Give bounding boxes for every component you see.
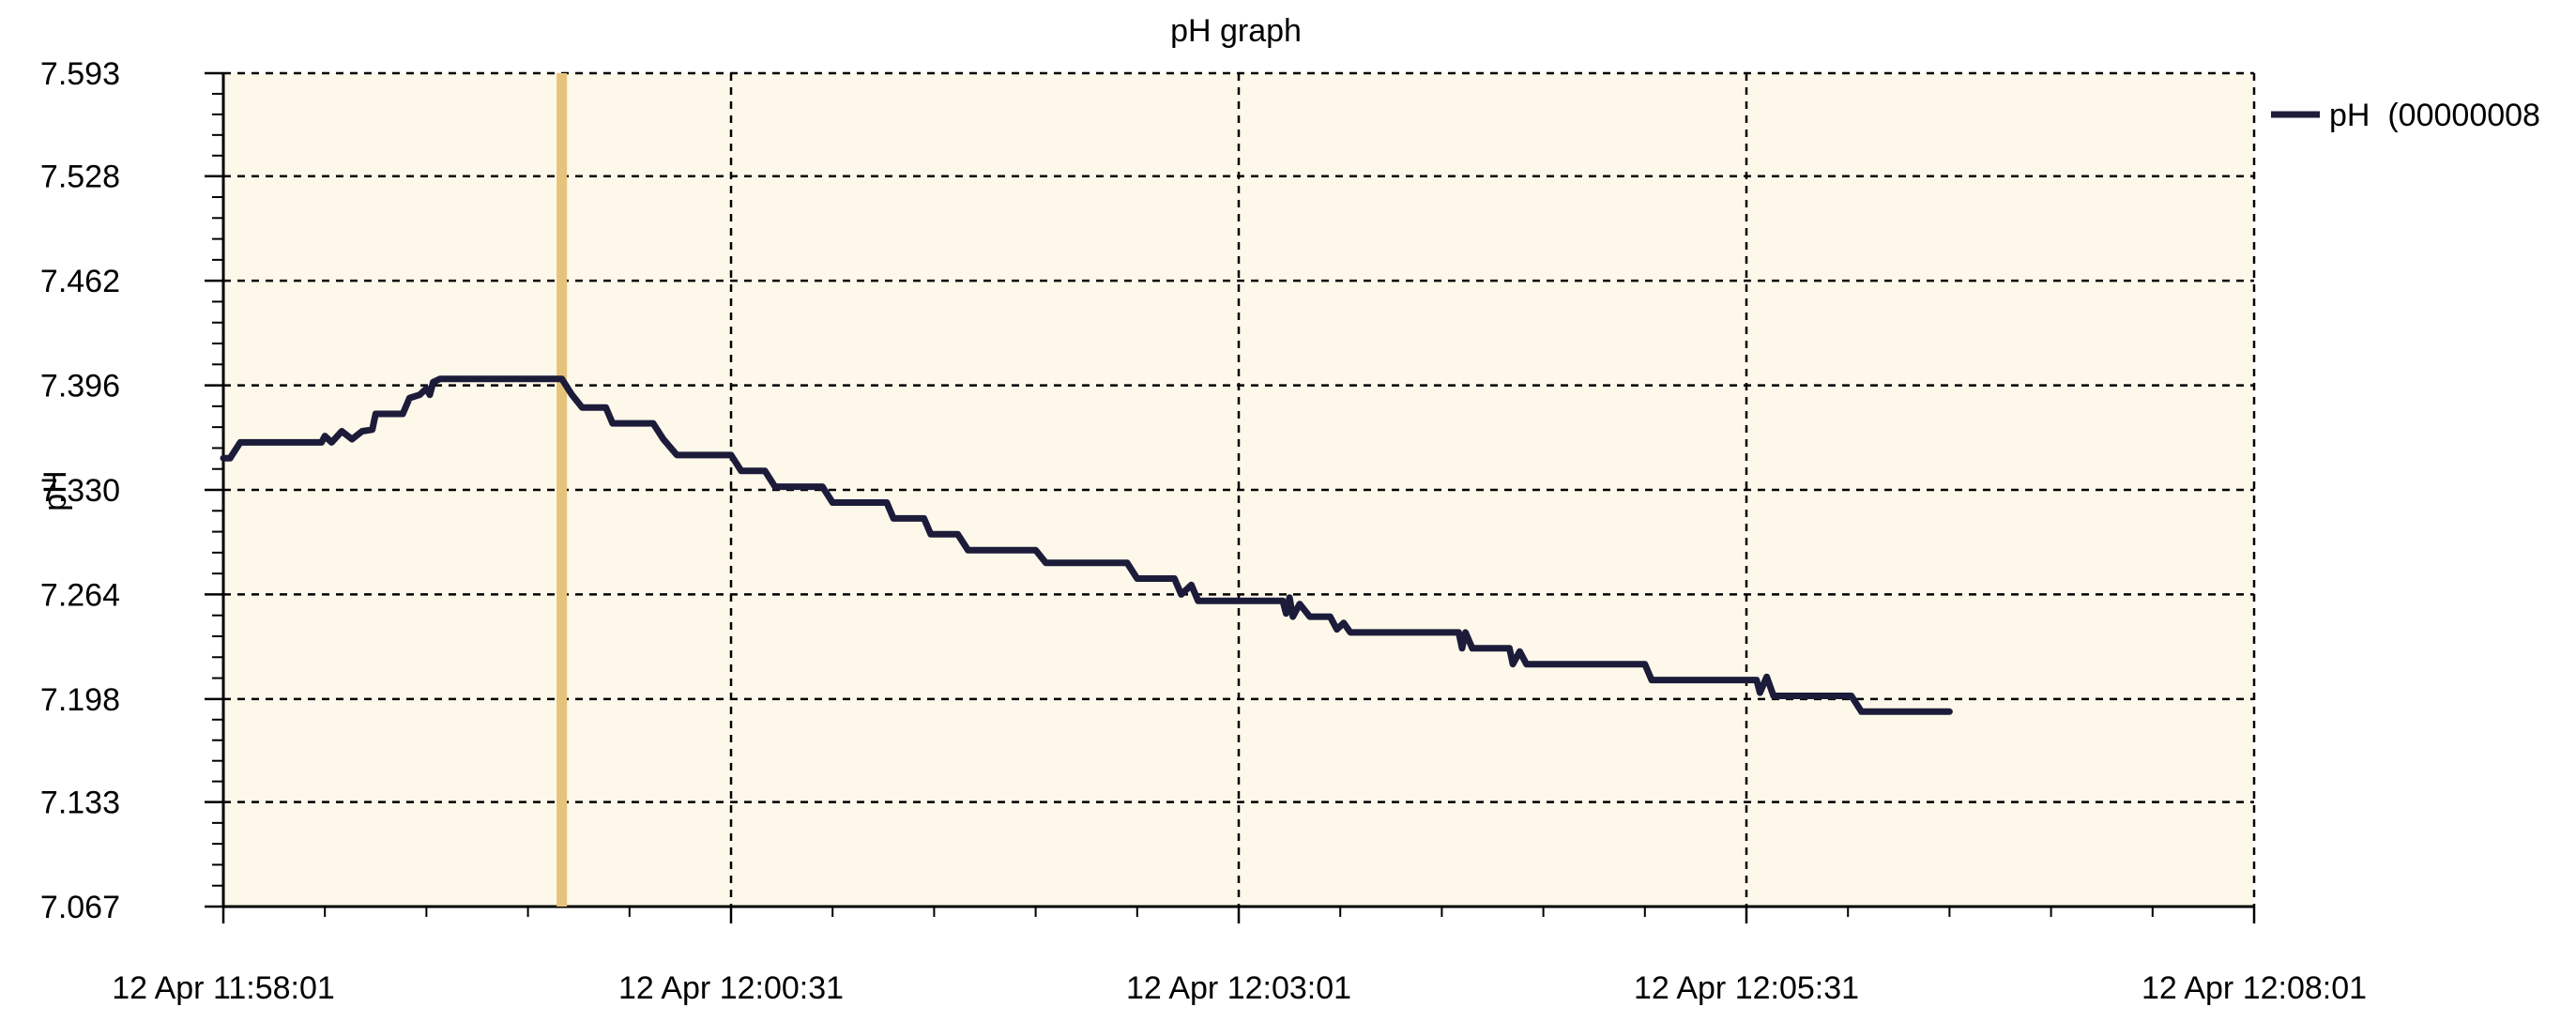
x-tick-label: 12 Apr 12:03:01 bbox=[1126, 970, 1351, 1006]
y-tick-label: 7.462 bbox=[40, 264, 120, 299]
y-tick-label: 7.593 bbox=[40, 56, 120, 92]
y-tick-label: 7.528 bbox=[40, 160, 120, 195]
y-tick-label: 7.198 bbox=[40, 682, 120, 718]
x-tick-label: 12 Apr 12:08:01 bbox=[2142, 970, 2367, 1006]
y-tick-label: 7.067 bbox=[40, 890, 120, 925]
y-tick-label: 7.330 bbox=[40, 473, 120, 509]
y-tick-label: 7.133 bbox=[40, 786, 120, 821]
legend-label-ph: pH (00000008 bbox=[2329, 98, 2540, 133]
legend: pH (00000008 bbox=[2271, 98, 2540, 133]
series-line-ph bbox=[220, 375, 1953, 715]
x-tick-label: 12 Apr 12:00:31 bbox=[618, 970, 844, 1006]
y-axis-label: pH bbox=[38, 470, 73, 511]
chart-title: pH graph bbox=[1170, 13, 1302, 49]
x-tick-label: 12 Apr 12:05:31 bbox=[1634, 970, 1859, 1006]
x-tick-label: 12 Apr 11:58:01 bbox=[112, 970, 335, 1006]
axes: 7.593 7.528 7.462 7.396 7.330 7.264 7.198 7.133… bbox=[40, 56, 2367, 1006]
y-tick-label: 7.264 bbox=[40, 577, 120, 613]
y-tick-label: 7.396 bbox=[40, 369, 120, 404]
series-layer bbox=[220, 375, 1953, 715]
